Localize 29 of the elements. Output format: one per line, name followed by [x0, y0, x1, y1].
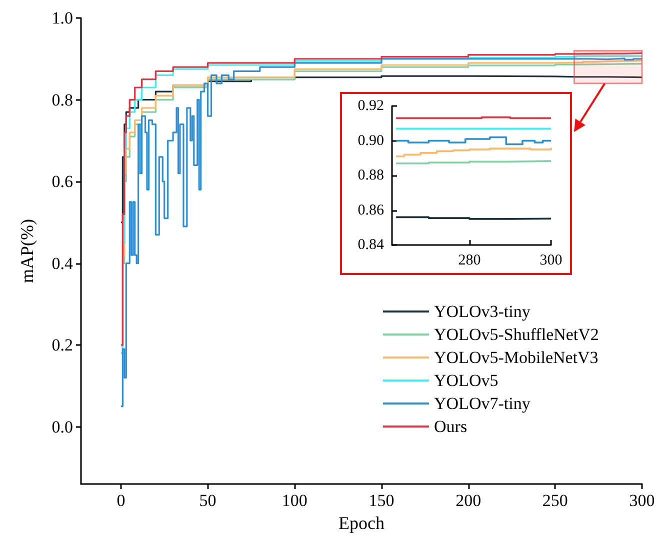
- y-tick-label: 0.84: [358, 237, 384, 253]
- x-tick-label: 200: [456, 491, 482, 510]
- inset-frame: 0.84 0.86 0.88 0.90 0.92 280 300: [340, 92, 572, 275]
- x-axis-title: Epoch: [338, 513, 384, 533]
- y-tick-label: 0.2: [52, 336, 73, 355]
- y-tick-label: 0.4: [52, 254, 74, 273]
- legend-label: YOLOv7-tiny: [434, 394, 531, 413]
- x-tick-label: 300: [540, 252, 562, 268]
- y-tick-label: 0.8: [52, 90, 73, 110]
- y-tick-label: 0.90: [358, 132, 384, 149]
- y-axis-title: mAP(%): [17, 219, 37, 283]
- y-tick-label: 0.6: [52, 172, 73, 192]
- x-tick-label: 50: [199, 491, 216, 510]
- y-tick-label: 0.0: [52, 417, 73, 436]
- legend-label: YOLOv5-MobileNetV3: [434, 348, 598, 367]
- x-tick-label: 0: [116, 491, 126, 510]
- y-tick-label: 0.92: [358, 98, 384, 114]
- y-tick-label: 0.88: [358, 168, 384, 184]
- x-tick-label: 280: [458, 252, 481, 268]
- legend-label: YOLOv5-ShuffleNetV2: [434, 325, 599, 344]
- y-tick-label: 0.86: [358, 202, 384, 218]
- x-tick-label: 150: [368, 491, 394, 510]
- x-tick-label: 250: [542, 491, 568, 510]
- x-tick-label: 300: [629, 491, 655, 510]
- legend-label: YOLOv5: [434, 371, 498, 390]
- legend-label: YOLOv3-tiny: [434, 302, 531, 321]
- x-tick-label: 100: [282, 491, 308, 510]
- y-tick-label: 1.0: [52, 8, 73, 28]
- legend-label: Ours: [434, 417, 468, 436]
